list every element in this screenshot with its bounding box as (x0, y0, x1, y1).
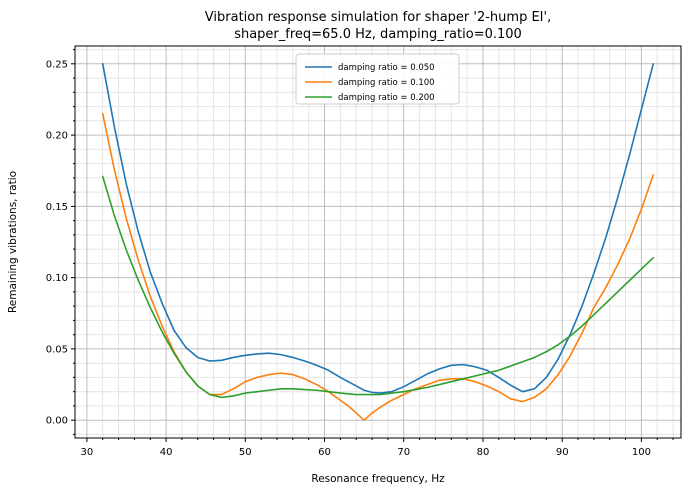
y-tick-label: 0.25 (46, 59, 68, 70)
x-axis-label: Resonance frequency, Hz (311, 473, 445, 485)
series-line-2 (101, 112, 655, 421)
chart-title-line2: shaper_freq=65.0 Hz, damping_ratio=0.100 (234, 27, 522, 42)
x-tick-label: 50 (239, 447, 252, 458)
x-tick-label: 100 (632, 447, 651, 458)
legend-box (295, 53, 460, 105)
x-tick-label: 30 (81, 447, 94, 458)
y-tick-label: 0.05 (46, 344, 68, 355)
y-tick-label: 0.10 (46, 273, 68, 284)
legend-label: damping ratio = 0.050 (338, 63, 435, 73)
x-tick-label: 80 (477, 447, 490, 458)
plot-border (74, 45, 682, 439)
x-tick-label: 70 (397, 447, 410, 458)
y-axis-label: Remaining vibrations, ratio (7, 171, 19, 313)
x-tick-label: 60 (318, 447, 331, 458)
x-tick-label: 90 (556, 447, 569, 458)
y-tick-label: 0.20 (46, 131, 68, 142)
legend-label: damping ratio = 0.100 (338, 78, 435, 88)
plot-area: 30 40 50 60 70 80 90 100 0.00 0.05 0.10 0.15 0.20 0.2… (46, 45, 682, 458)
legend: damping ratio = 0.050 damping ratio = 0.1… (295, 53, 460, 105)
y-tick-label: 0.00 (46, 416, 68, 427)
chart-title-line1: Vibration response simulation for shaper… (205, 10, 551, 25)
series-line-1 (101, 63, 655, 394)
y-tick-label: 0.15 (46, 202, 68, 213)
legend-label: damping ratio = 0.200 (338, 93, 435, 103)
series-line-3 (101, 175, 655, 399)
x-tick-label: 40 (160, 447, 173, 458)
